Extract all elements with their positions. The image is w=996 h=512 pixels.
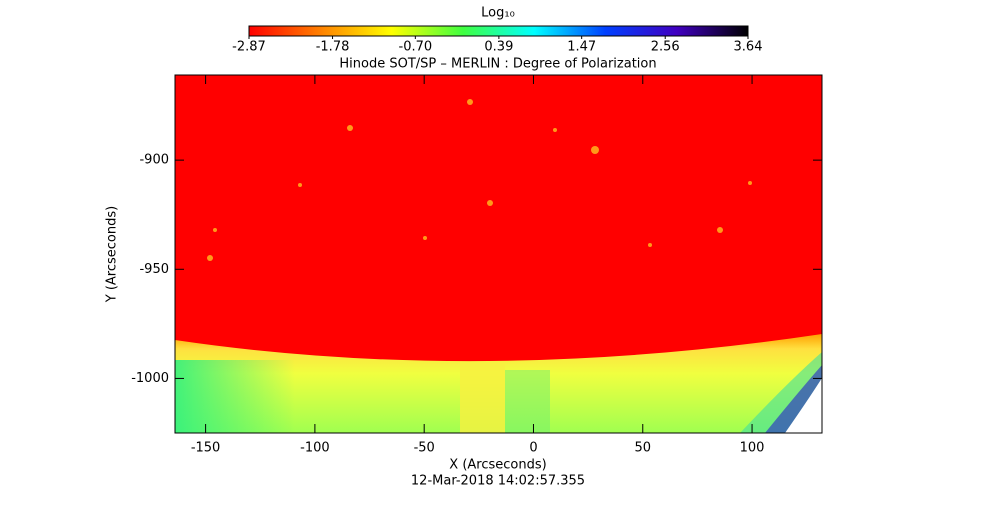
x-tick-label: 50 [634, 441, 651, 456]
y-tick-label: -900 [139, 153, 169, 168]
colorbar-tick-label: 1.47 [567, 40, 596, 55]
colorbar-tick-label: 0.39 [484, 40, 513, 55]
colorbar-tick-label: -2.87 [232, 40, 266, 55]
colorbar [248, 25, 749, 37]
polarization-image [175, 75, 822, 433]
colorbar-tick-label: 3.64 [734, 40, 763, 55]
x-tick-label: -100 [300, 441, 330, 456]
y-tick-label: -1000 [131, 371, 169, 386]
colorbar-tick-label: 2.56 [651, 40, 680, 55]
x-tick-label: 100 [740, 441, 765, 456]
colorbar-tick-label: -0.70 [399, 40, 433, 55]
x-tick-label: 0 [529, 441, 537, 456]
colorbar-tick-label: -1.78 [316, 40, 350, 55]
colorbar-label: Log₁₀ [481, 6, 515, 21]
x-tick-label: -50 [414, 441, 435, 456]
x-axis-label: X (Arcseconds) [449, 458, 546, 473]
x-tick-label: -150 [191, 441, 221, 456]
timestamp: 12-Mar-2018 14:02:57.355 [411, 474, 585, 489]
chart-title: Hinode SOT/SP – MERLIN : Degree of Polar… [339, 57, 656, 72]
plot-frame [174, 74, 823, 434]
y-tick-label: -950 [139, 262, 169, 277]
y-axis-label: Y (Arcseconds) [105, 206, 120, 303]
